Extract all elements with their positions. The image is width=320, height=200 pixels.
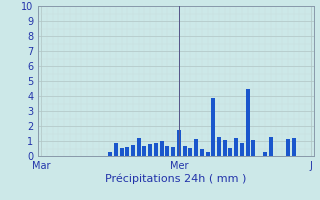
Bar [246, 88, 250, 156]
Bar [131, 145, 135, 156]
Bar [114, 143, 118, 156]
Bar [183, 146, 187, 156]
Bar [165, 146, 169, 156]
Bar [194, 139, 198, 156]
Bar [228, 148, 232, 156]
Bar [177, 130, 181, 156]
Bar [211, 98, 215, 156]
Bar [205, 152, 210, 156]
Bar [263, 152, 267, 156]
Bar [137, 138, 141, 156]
Bar [223, 140, 227, 156]
Bar [240, 143, 244, 156]
Bar [200, 148, 204, 156]
Bar [286, 139, 290, 156]
Bar [160, 141, 164, 156]
Bar [120, 148, 124, 156]
Bar [142, 146, 147, 156]
X-axis label: Précipitations 24h ( mm ): Précipitations 24h ( mm ) [105, 174, 247, 184]
Bar [292, 138, 296, 156]
Bar [252, 140, 255, 156]
Bar [217, 137, 221, 156]
Bar [171, 147, 175, 156]
Bar [188, 148, 192, 156]
Bar [268, 137, 273, 156]
Bar [154, 143, 158, 156]
Bar [125, 147, 129, 156]
Bar [148, 144, 152, 156]
Bar [234, 138, 238, 156]
Bar [108, 152, 112, 156]
